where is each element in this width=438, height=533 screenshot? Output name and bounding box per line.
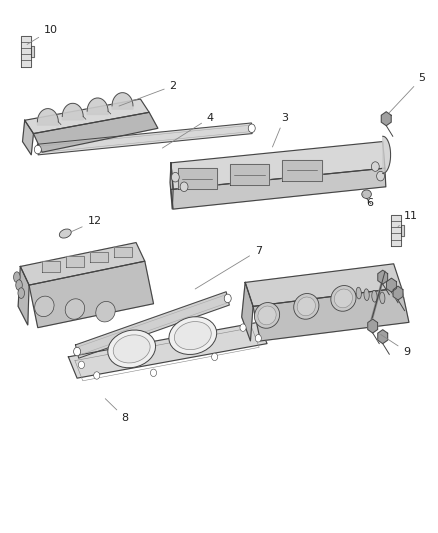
Ellipse shape bbox=[96, 302, 115, 322]
Text: 5: 5 bbox=[389, 73, 426, 113]
Text: 10: 10 bbox=[27, 25, 58, 44]
Circle shape bbox=[78, 361, 85, 368]
Polygon shape bbox=[20, 243, 145, 285]
Ellipse shape bbox=[174, 321, 211, 350]
Ellipse shape bbox=[258, 306, 276, 325]
Polygon shape bbox=[401, 225, 404, 236]
Polygon shape bbox=[66, 256, 84, 267]
Ellipse shape bbox=[59, 229, 71, 238]
Polygon shape bbox=[18, 266, 29, 325]
Polygon shape bbox=[22, 120, 33, 155]
Polygon shape bbox=[283, 160, 321, 181]
Polygon shape bbox=[177, 168, 217, 189]
Text: 6: 6 bbox=[363, 195, 373, 208]
Polygon shape bbox=[387, 278, 396, 292]
Circle shape bbox=[240, 324, 246, 332]
Polygon shape bbox=[31, 46, 34, 56]
Circle shape bbox=[377, 171, 385, 181]
Polygon shape bbox=[112, 93, 133, 109]
Polygon shape bbox=[378, 270, 388, 284]
Polygon shape bbox=[378, 330, 388, 344]
Polygon shape bbox=[245, 264, 402, 306]
Polygon shape bbox=[171, 142, 385, 189]
Polygon shape bbox=[68, 322, 267, 378]
Polygon shape bbox=[391, 215, 401, 246]
Ellipse shape bbox=[364, 289, 369, 301]
Polygon shape bbox=[87, 98, 108, 115]
Text: 12: 12 bbox=[71, 216, 102, 232]
Circle shape bbox=[34, 146, 41, 154]
Ellipse shape bbox=[65, 299, 85, 319]
Ellipse shape bbox=[297, 297, 315, 316]
Circle shape bbox=[248, 124, 255, 133]
Polygon shape bbox=[33, 112, 158, 152]
Polygon shape bbox=[42, 261, 60, 272]
Polygon shape bbox=[170, 163, 173, 209]
Polygon shape bbox=[75, 292, 230, 358]
Polygon shape bbox=[242, 282, 253, 341]
Text: 2: 2 bbox=[119, 81, 177, 106]
Text: 9: 9 bbox=[381, 335, 410, 357]
Ellipse shape bbox=[169, 317, 217, 354]
Polygon shape bbox=[171, 168, 386, 209]
Circle shape bbox=[171, 172, 179, 182]
Ellipse shape bbox=[254, 303, 279, 328]
Circle shape bbox=[212, 353, 218, 361]
Ellipse shape bbox=[14, 272, 20, 282]
Ellipse shape bbox=[18, 288, 25, 298]
Ellipse shape bbox=[35, 296, 54, 317]
Text: 3: 3 bbox=[272, 112, 288, 147]
Text: 4: 4 bbox=[162, 112, 214, 148]
Polygon shape bbox=[253, 288, 409, 341]
Text: 7: 7 bbox=[195, 246, 262, 289]
Ellipse shape bbox=[113, 335, 150, 363]
Circle shape bbox=[371, 162, 379, 171]
Polygon shape bbox=[368, 319, 378, 333]
Circle shape bbox=[255, 335, 261, 342]
Polygon shape bbox=[383, 136, 391, 173]
Circle shape bbox=[180, 182, 188, 191]
Polygon shape bbox=[38, 123, 252, 155]
Circle shape bbox=[74, 348, 81, 356]
Ellipse shape bbox=[334, 289, 353, 308]
Polygon shape bbox=[29, 261, 153, 328]
Ellipse shape bbox=[16, 280, 22, 290]
Text: 8: 8 bbox=[105, 399, 129, 423]
Ellipse shape bbox=[380, 292, 385, 304]
Polygon shape bbox=[230, 164, 269, 185]
Circle shape bbox=[224, 294, 231, 303]
Polygon shape bbox=[381, 112, 391, 126]
Ellipse shape bbox=[294, 294, 319, 319]
Polygon shape bbox=[37, 109, 58, 125]
Ellipse shape bbox=[331, 286, 356, 311]
Polygon shape bbox=[90, 252, 108, 262]
Polygon shape bbox=[393, 286, 403, 300]
Polygon shape bbox=[114, 247, 132, 257]
Polygon shape bbox=[25, 99, 149, 134]
Ellipse shape bbox=[356, 287, 361, 299]
Polygon shape bbox=[62, 103, 83, 120]
Ellipse shape bbox=[362, 190, 371, 198]
Polygon shape bbox=[21, 36, 31, 67]
Circle shape bbox=[150, 369, 156, 376]
Circle shape bbox=[94, 372, 100, 379]
Ellipse shape bbox=[108, 330, 155, 368]
Ellipse shape bbox=[372, 290, 377, 302]
Text: 11: 11 bbox=[398, 211, 418, 227]
